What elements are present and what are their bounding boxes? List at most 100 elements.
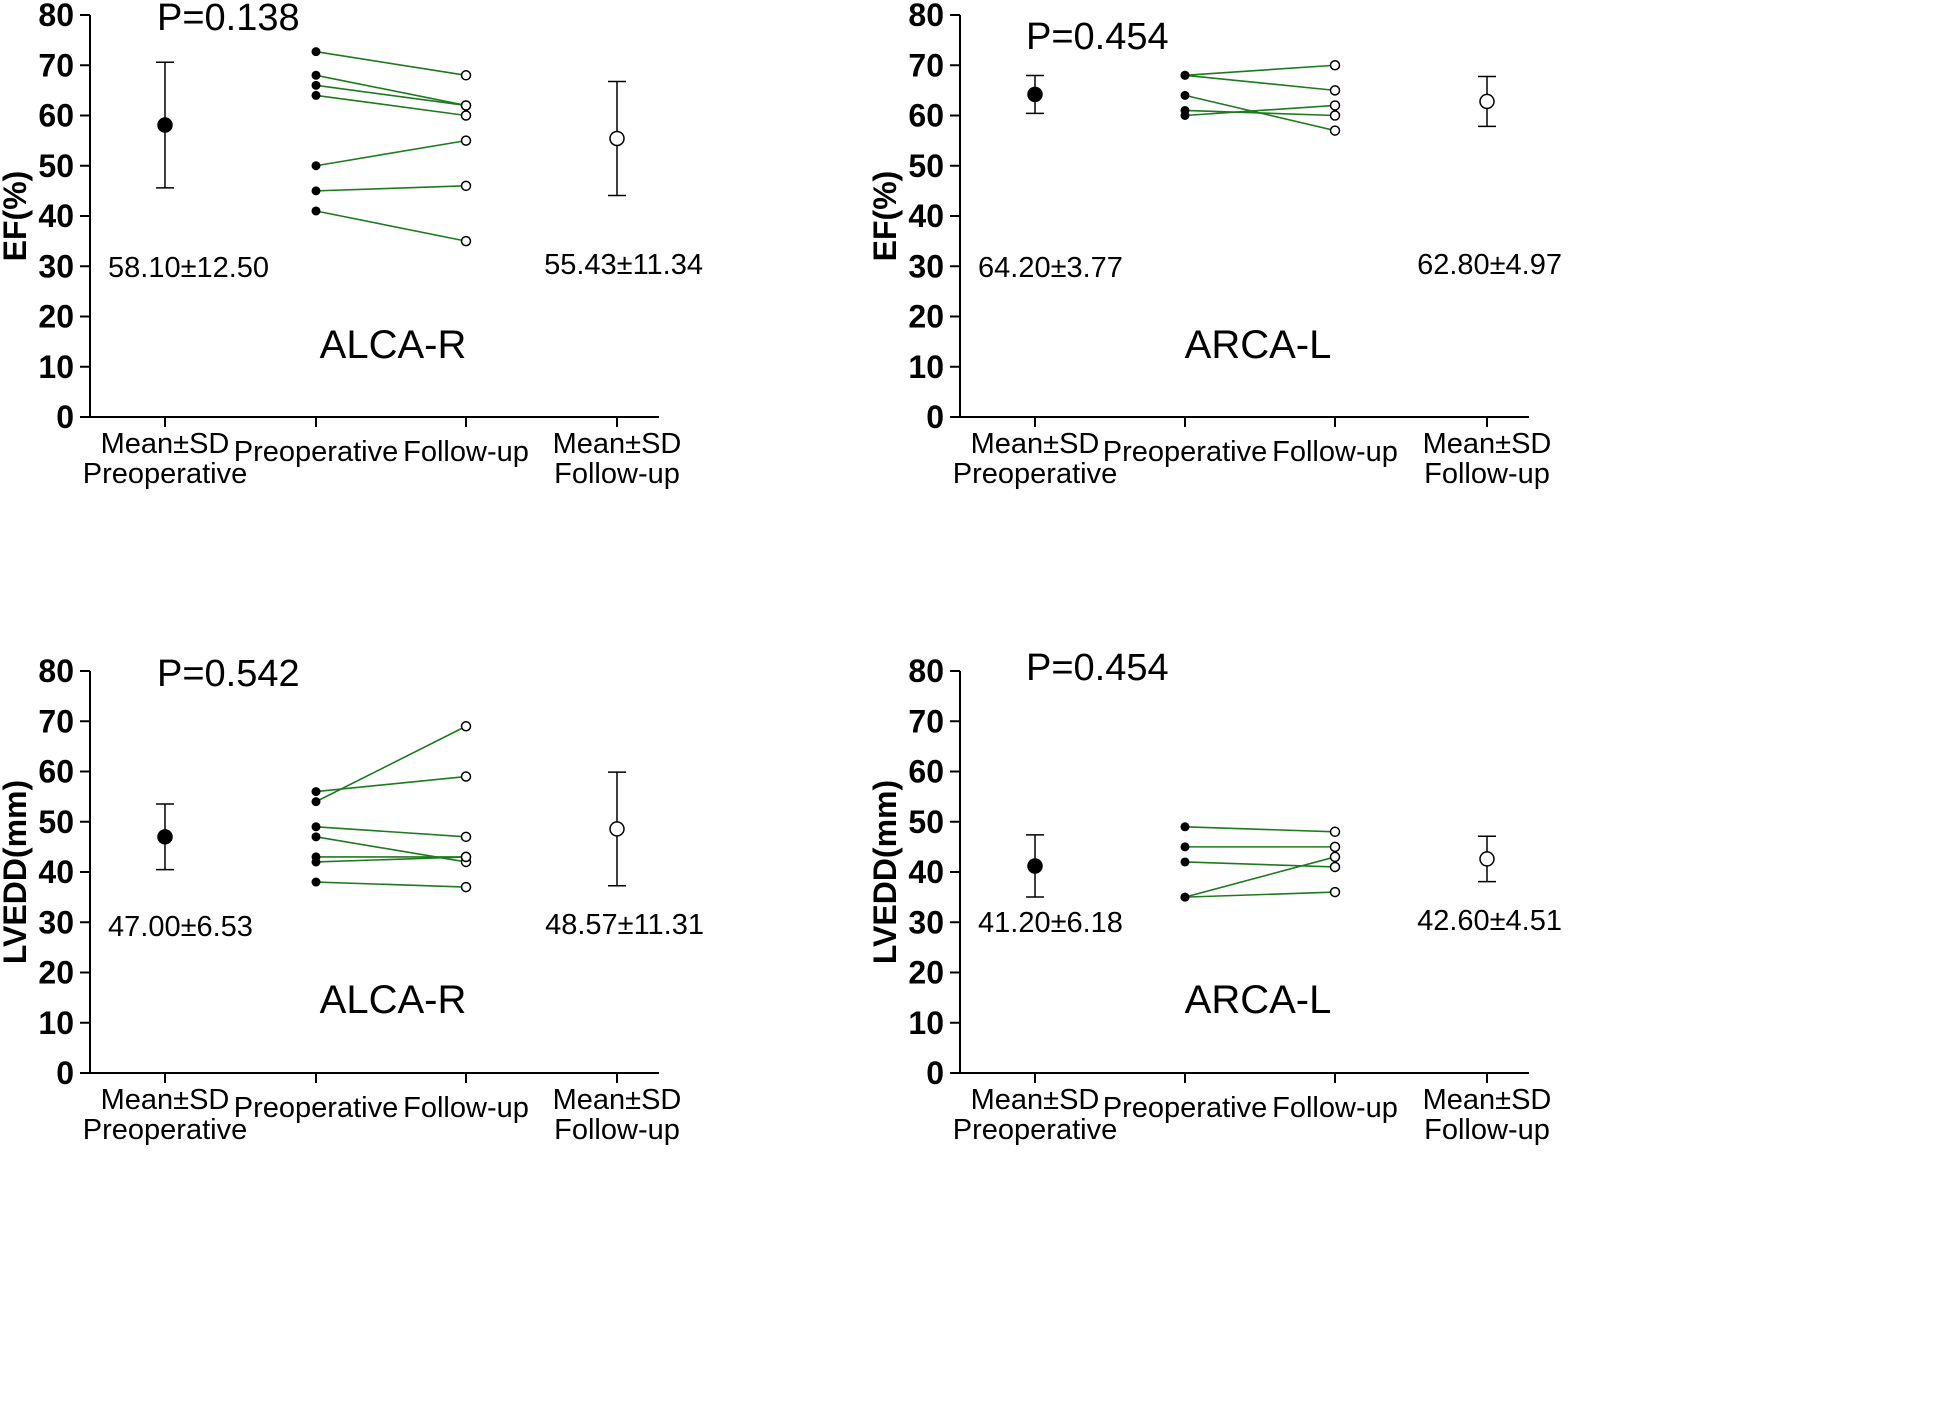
preoperative-mean-sd-label: 64.20±3.77	[978, 252, 1123, 284]
y-tick-label: 10	[38, 349, 74, 385]
chart-panel-2: 01020304050607080LVEDD(mm)Mean±SDPreoper…	[0, 653, 704, 1146]
y-tick-label: 0	[56, 1055, 74, 1091]
p-value-label: P=0.542	[157, 653, 300, 695]
follow-up-point	[1329, 861, 1341, 873]
follow-up-point	[460, 721, 472, 732]
y-tick-label: 20	[38, 299, 74, 335]
preoperative-point	[1180, 892, 1190, 902]
y-tick-label: 0	[926, 1055, 944, 1091]
x-category-label: Preoperative	[234, 1092, 398, 1124]
x-category-label: Preoperative	[953, 1114, 1117, 1146]
x-category-label: Mean±SD	[1423, 1084, 1552, 1116]
y-tick-label: 70	[38, 703, 74, 739]
p-value-label: P=0.454	[1026, 647, 1169, 689]
group-title: ALCA-R	[320, 978, 467, 1022]
y-tick-label: 40	[908, 854, 944, 890]
pre-mean-point	[1027, 858, 1043, 874]
preoperative-point	[1180, 857, 1190, 867]
follow-up-point	[460, 135, 472, 146]
y-tick-label: 80	[908, 0, 944, 33]
x-category-label: Follow-up	[554, 458, 680, 490]
x-category-label: Preoperative	[234, 436, 398, 468]
y-tick-label: 60	[38, 754, 74, 790]
follow-up-point	[1329, 886, 1341, 898]
preoperative-mean-sd-label: 41.20±6.18	[978, 907, 1123, 939]
paired-line	[315, 74, 467, 107]
y-tick-label: 30	[908, 248, 944, 284]
preoperative-point	[311, 206, 321, 216]
pre-mean-point	[157, 117, 173, 133]
y-axis-label: EF(%)	[867, 171, 903, 262]
preoperative-point	[311, 832, 321, 842]
follow-up-mean-sd-label: 48.57±11.31	[545, 909, 704, 941]
y-tick-label: 70	[908, 703, 944, 739]
follow-up-point	[1329, 85, 1341, 96]
follow-up-point	[460, 180, 472, 192]
pre-mean-point	[1027, 86, 1043, 103]
y-tick-label: 80	[38, 653, 74, 689]
post-mean-point	[1479, 93, 1495, 110]
post-mean-point	[1479, 851, 1495, 867]
y-axis-label: EF(%)	[0, 171, 33, 262]
y-tick-label: 10	[38, 1005, 74, 1041]
x-category-label: Mean±SD	[101, 1084, 230, 1116]
paired-line	[315, 856, 467, 863]
y-tick-label: 30	[38, 248, 74, 284]
paired-line	[315, 185, 467, 192]
preoperative-mean-sd-label: 58.10±12.50	[108, 252, 269, 284]
y-tick-label: 20	[38, 955, 74, 991]
follow-up-mean-sd-label: 62.80±4.97	[1417, 249, 1562, 281]
paired-line	[315, 881, 467, 888]
paired-line	[1184, 856, 1336, 898]
p-value-label: P=0.454	[1026, 16, 1169, 58]
y-tick-label: 0	[56, 399, 74, 435]
paired-line	[315, 84, 467, 107]
y-tick-label: 40	[908, 198, 944, 234]
chart-panel-0: 01020304050607080EF(%)Mean±SDPreoperativ…	[0, 0, 703, 490]
pre-mean-point	[157, 829, 173, 845]
x-category-label: Follow-up	[1424, 458, 1550, 490]
y-tick-label: 20	[908, 299, 944, 335]
y-tick-label: 30	[38, 904, 74, 940]
preoperative-point	[311, 70, 321, 80]
paired-line	[1184, 64, 1336, 77]
x-category-label: Follow-up	[1272, 436, 1398, 468]
y-tick-label: 60	[908, 754, 944, 790]
preoperative-point	[311, 47, 321, 57]
follow-up-point	[460, 235, 472, 247]
y-tick-label: 20	[908, 955, 944, 991]
follow-up-mean-sd-label: 55.43±11.34	[544, 249, 703, 281]
y-tick-label: 30	[908, 904, 944, 940]
y-tick-label: 0	[926, 399, 944, 435]
preoperative-point	[1180, 842, 1190, 852]
x-category-label: Mean±SD	[553, 428, 682, 460]
paired-line	[315, 50, 467, 77]
paired-line	[315, 825, 467, 838]
follow-up-mean-sd-label: 42.60±4.51	[1417, 905, 1562, 937]
y-tick-label: 10	[908, 1005, 944, 1041]
x-category-label: Preoperative	[83, 1114, 247, 1146]
x-category-label: Mean±SD	[1423, 428, 1552, 460]
preoperative-point	[311, 80, 321, 90]
follow-up-point	[460, 771, 472, 782]
follow-up-point	[1329, 60, 1341, 71]
paired-line	[315, 210, 467, 242]
paired-line	[315, 139, 467, 167]
x-category-label: Mean±SD	[101, 428, 230, 460]
x-category-label: Preoperative	[1103, 1092, 1267, 1124]
y-tick-label: 50	[908, 804, 944, 840]
y-tick-label: 70	[908, 47, 944, 83]
follow-up-point	[1329, 110, 1341, 121]
x-category-label: Follow-up	[1424, 1114, 1550, 1146]
x-category-label: Follow-up	[554, 1114, 680, 1146]
follow-up-point	[460, 831, 472, 843]
x-category-label: Mean±SD	[553, 1084, 682, 1116]
paired-line	[1184, 104, 1336, 117]
post-mean-point	[609, 821, 625, 837]
preoperative-point	[1180, 111, 1190, 120]
group-title: ARCA-L	[1185, 323, 1332, 367]
y-tick-label: 60	[38, 98, 74, 134]
y-tick-label: 40	[38, 854, 74, 890]
follow-up-point	[460, 881, 472, 893]
